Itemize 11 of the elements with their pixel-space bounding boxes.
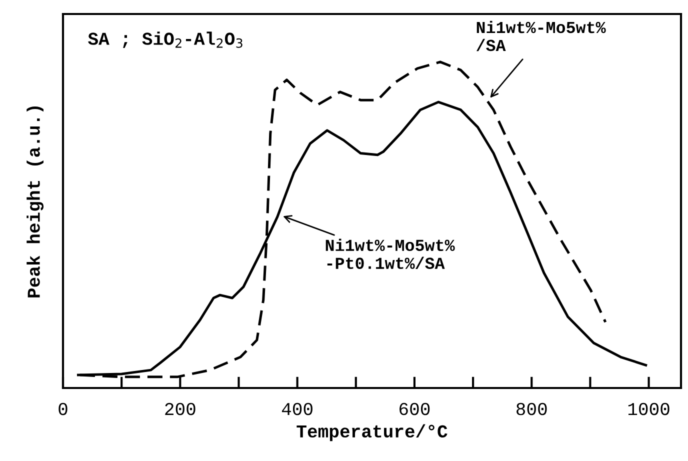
x-tick-label: 400	[282, 402, 312, 416]
x-tick-label: 0	[58, 402, 68, 416]
y-axis-title: Peak height (a.u.)	[26, 106, 44, 298]
x-axis-title: Temperature/°C	[296, 424, 448, 442]
x-tick-label: 1000	[628, 402, 670, 416]
text: SA ; SiO$_{2}$-Al$_{2}$O$_{3}$	[88, 32, 242, 48]
x-tick-label: 200	[165, 402, 196, 416]
annotation: Ni1wt%-Mo5wt% /SA	[476, 20, 606, 52]
annotation: Ni1wt%-Mo5wt% -Pt0.1wt%/SA	[326, 238, 455, 269]
x-tick-label: 600	[400, 402, 430, 416]
x-tick-label: 800	[516, 402, 547, 416]
